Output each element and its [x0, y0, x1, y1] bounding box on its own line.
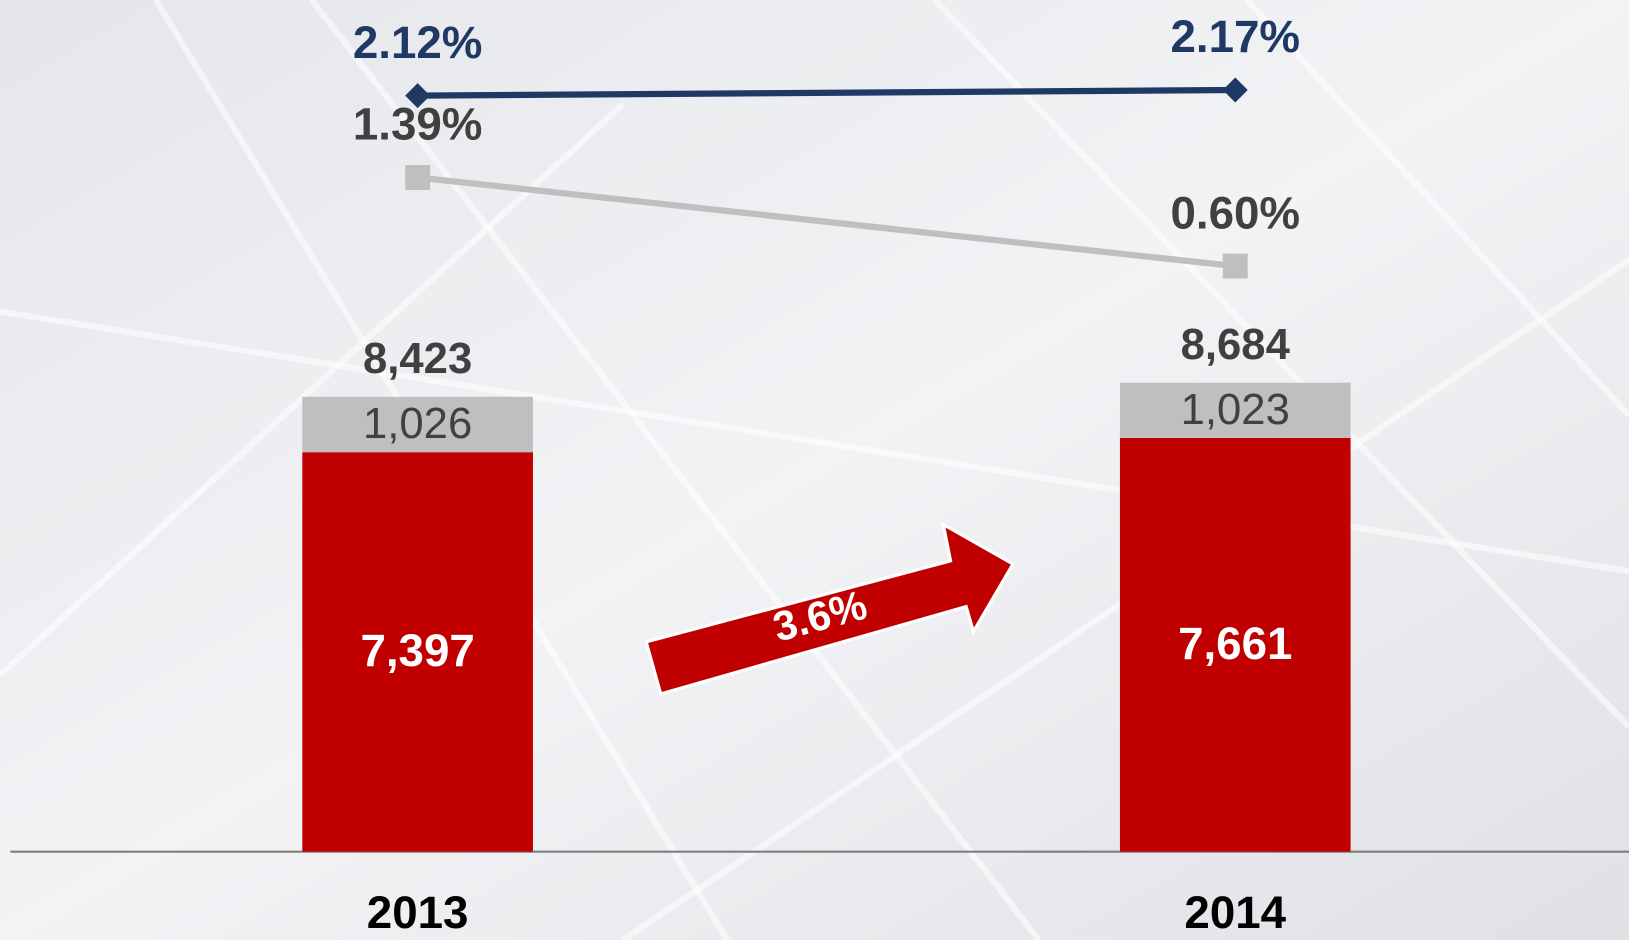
line: [417, 86, 1236, 99]
line-label: 2.12%: [353, 17, 483, 68]
x-tick-label: 2014: [1184, 887, 1286, 938]
segment-label: 7,397: [360, 625, 474, 676]
line-label: 2.17%: [1170, 11, 1300, 62]
bar-segment: [1119, 437, 1351, 852]
line-marker: [405, 165, 431, 190]
bar-segment: [302, 452, 533, 852]
total-label: 8,684: [1181, 321, 1291, 369]
line-label: 1.39%: [353, 99, 483, 150]
x-tick-label: 2013: [367, 887, 469, 938]
line-marker: [1222, 253, 1248, 279]
bar-segment: [302, 396, 533, 453]
growth-arrow: [644, 521, 1016, 696]
segment-label: 1,026: [363, 400, 472, 448]
line-label: 0.60%: [1170, 187, 1300, 238]
segment-label: 7,661: [1178, 618, 1292, 669]
line: [417, 174, 1236, 270]
bar-segment: [1119, 382, 1351, 438]
segment-label: 1,023: [1181, 386, 1290, 434]
total-label: 8,423: [363, 335, 472, 383]
